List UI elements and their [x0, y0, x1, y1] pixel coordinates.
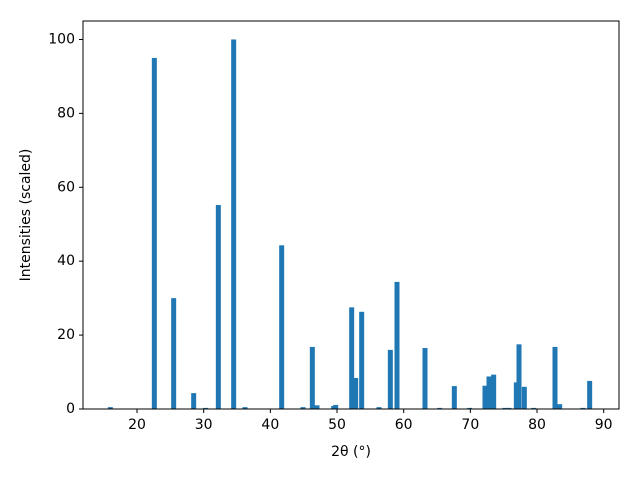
- bar: [506, 407, 512, 409]
- x-tick-label: 50: [328, 417, 346, 433]
- bar: [359, 311, 365, 409]
- bar: [376, 407, 382, 409]
- x-tick-label: 40: [261, 417, 279, 433]
- bar: [349, 307, 355, 409]
- bar: [191, 393, 197, 409]
- bar: [513, 382, 519, 409]
- bar: [300, 407, 306, 409]
- y-tick-label: 80: [57, 105, 75, 121]
- bar: [482, 385, 488, 409]
- bar: [516, 344, 522, 409]
- x-tick-label: 30: [195, 417, 213, 433]
- y-tick-label: 60: [57, 179, 75, 195]
- x-tick-label: 20: [128, 417, 146, 433]
- bar: [422, 348, 428, 409]
- bar: [491, 374, 497, 409]
- bar: [231, 39, 237, 409]
- x-tick-label: 60: [395, 417, 413, 433]
- plot-frame: [82, 20, 620, 410]
- bar: [151, 57, 157, 409]
- bar: [171, 298, 177, 409]
- y-tick-label: 100: [48, 31, 75, 47]
- bar: [467, 407, 473, 409]
- y-axis-label: Intensities (scaled): [18, 149, 34, 282]
- x-tick-label: 90: [595, 417, 613, 433]
- bar: [333, 404, 339, 409]
- bar: [279, 245, 285, 409]
- bar: [531, 407, 537, 409]
- x-tick-label: 70: [461, 417, 479, 433]
- bar: [451, 386, 457, 409]
- x-axis-label: 2θ (°): [331, 444, 371, 460]
- bar: [314, 405, 320, 409]
- bar: [502, 407, 508, 409]
- bar: [242, 407, 248, 409]
- bar: [203, 407, 209, 409]
- bar: [587, 380, 593, 409]
- bar: [486, 376, 492, 409]
- bar: [521, 386, 527, 409]
- y-tick-label: 20: [57, 327, 75, 343]
- bar: [387, 349, 393, 409]
- bar: [309, 346, 315, 409]
- bar: [215, 205, 221, 409]
- bar: [580, 407, 586, 409]
- bar: [437, 407, 443, 409]
- bar: [394, 281, 400, 409]
- bar: [353, 377, 359, 409]
- bar: [552, 346, 558, 409]
- y-tick-label: 0: [66, 401, 75, 417]
- x-tick-label: 80: [528, 417, 546, 433]
- bar: [557, 404, 563, 409]
- bar: [107, 407, 113, 409]
- y-tick-label: 40: [57, 253, 75, 269]
